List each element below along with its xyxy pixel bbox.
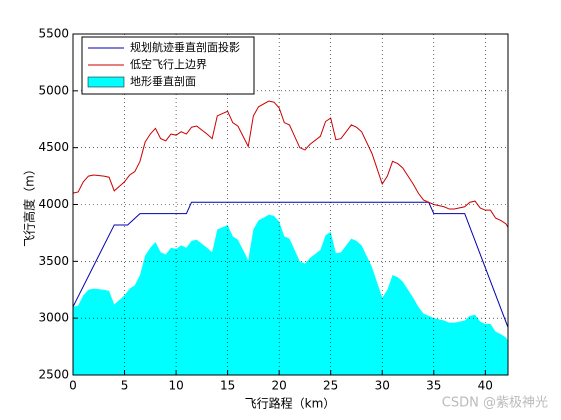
x-tick-label: 0 — [69, 379, 77, 393]
y-tick-label: 5000 — [38, 83, 69, 97]
y-tick-label: 5500 — [38, 27, 69, 41]
y-tick-label: 4000 — [38, 197, 69, 211]
x-tick-label: 30 — [375, 379, 390, 393]
y-tick-label: 2500 — [38, 368, 69, 382]
y-tick-label: 3500 — [38, 254, 69, 268]
series-line — [72, 201, 509, 328]
legend-label: 地形垂直剖面 — [130, 74, 196, 88]
y-tick-label: 3000 — [38, 311, 69, 325]
x-tick-label: 15 — [220, 379, 235, 393]
watermark: CSDN @紫极神光 — [442, 396, 548, 411]
x-tick-label: 5 — [121, 379, 129, 393]
x-tick-label: 25 — [323, 379, 338, 393]
y-tick-label: 4500 — [38, 140, 69, 154]
x-axis-label: 飞行路程（km） — [245, 396, 336, 411]
x-tick-label: 10 — [168, 379, 183, 393]
legend-label: 低空飞行上边界 — [130, 57, 207, 71]
legend-label: 规划航迹垂直剖面投影 — [130, 40, 240, 54]
x-tick-label: 20 — [272, 379, 287, 393]
x-tick-label: 40 — [478, 379, 493, 393]
series-line — [72, 100, 509, 228]
x-tick-label: 35 — [426, 379, 441, 393]
legend-swatch — [87, 76, 125, 88]
terrain-area — [73, 214, 508, 375]
y-axis-label: 飞行高度（m） — [22, 163, 37, 247]
